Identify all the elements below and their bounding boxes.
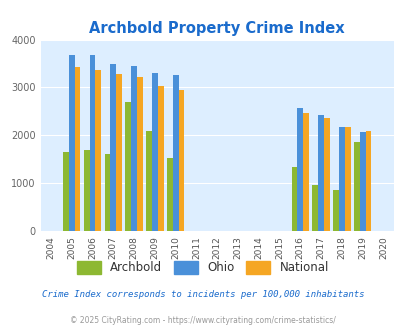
Bar [125, 102, 131, 231]
Bar [364, 131, 371, 231]
Bar [178, 90, 184, 231]
Bar [110, 64, 116, 231]
Text: © 2025 CityRating.com - https://www.cityrating.com/crime-statistics/: © 2025 CityRating.com - https://www.city… [70, 316, 335, 325]
Bar [146, 130, 151, 231]
Bar [95, 70, 101, 231]
Bar [338, 127, 344, 231]
Bar [83, 150, 90, 231]
Bar [166, 158, 172, 231]
Legend: Archbold, Ohio, National: Archbold, Ohio, National [72, 257, 333, 279]
Title: Archbold Property Crime Index: Archbold Property Crime Index [89, 21, 344, 36]
Bar [116, 74, 122, 231]
Bar [359, 132, 364, 231]
Bar [291, 167, 297, 231]
Bar [151, 73, 158, 231]
Bar [131, 66, 136, 231]
Bar [136, 77, 143, 231]
Bar [303, 113, 308, 231]
Bar [63, 152, 69, 231]
Bar [311, 184, 318, 231]
Bar [75, 67, 80, 231]
Bar [353, 142, 359, 231]
Bar [172, 75, 178, 231]
Bar [297, 108, 303, 231]
Bar [323, 117, 329, 231]
Text: Crime Index corresponds to incidents per 100,000 inhabitants: Crime Index corresponds to incidents per… [42, 290, 363, 299]
Bar [318, 115, 323, 231]
Bar [344, 127, 350, 231]
Bar [69, 55, 75, 231]
Bar [333, 190, 338, 231]
Bar [90, 55, 95, 231]
Bar [104, 154, 110, 231]
Bar [158, 85, 163, 231]
